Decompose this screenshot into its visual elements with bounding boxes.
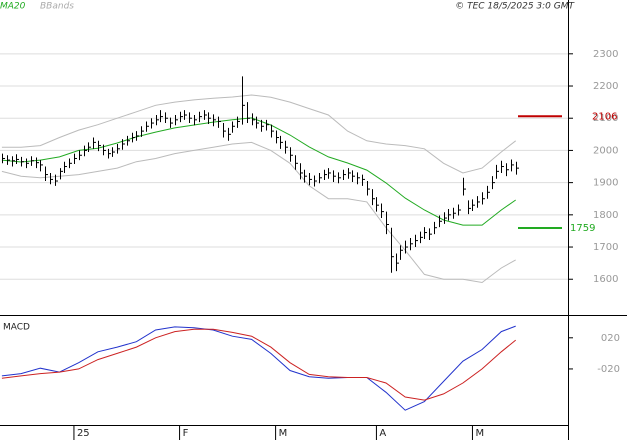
- y-tick-label: 2000: [593, 145, 618, 156]
- y-tick-label: 2100: [593, 113, 618, 124]
- x-tick-label: F: [183, 428, 189, 439]
- x-tick-label: 25: [77, 428, 90, 439]
- y-tick-label: -020: [597, 364, 620, 375]
- legend-ma20: MA20: [0, 2, 26, 12]
- macd-line: [1, 328, 517, 401]
- bband-upper: [1, 94, 517, 174]
- y-tick-label: 1900: [593, 178, 618, 189]
- y-tick-label: 2200: [593, 81, 618, 92]
- y-tick-label: 1800: [593, 210, 618, 221]
- bband-lower: [1, 141, 516, 284]
- x-tick-label: M: [279, 428, 288, 439]
- x-tick-label: A: [379, 428, 386, 439]
- y-tick-label: 1600: [593, 274, 618, 285]
- last-value-label: 1759: [570, 223, 595, 234]
- macd-title: MACD: [3, 323, 30, 333]
- x-tick-label: M: [475, 428, 484, 439]
- y-tick-label: 2300: [593, 49, 618, 60]
- macd-line: [1, 325, 516, 411]
- y-tick-label: 020: [601, 333, 620, 344]
- y-tick-label: 1700: [593, 242, 618, 253]
- last-value-label: 2106: [592, 111, 617, 122]
- source: © TEC 18/5/2025 3:0 GMT: [455, 2, 575, 12]
- legend-bbands: BBands: [40, 2, 74, 12]
